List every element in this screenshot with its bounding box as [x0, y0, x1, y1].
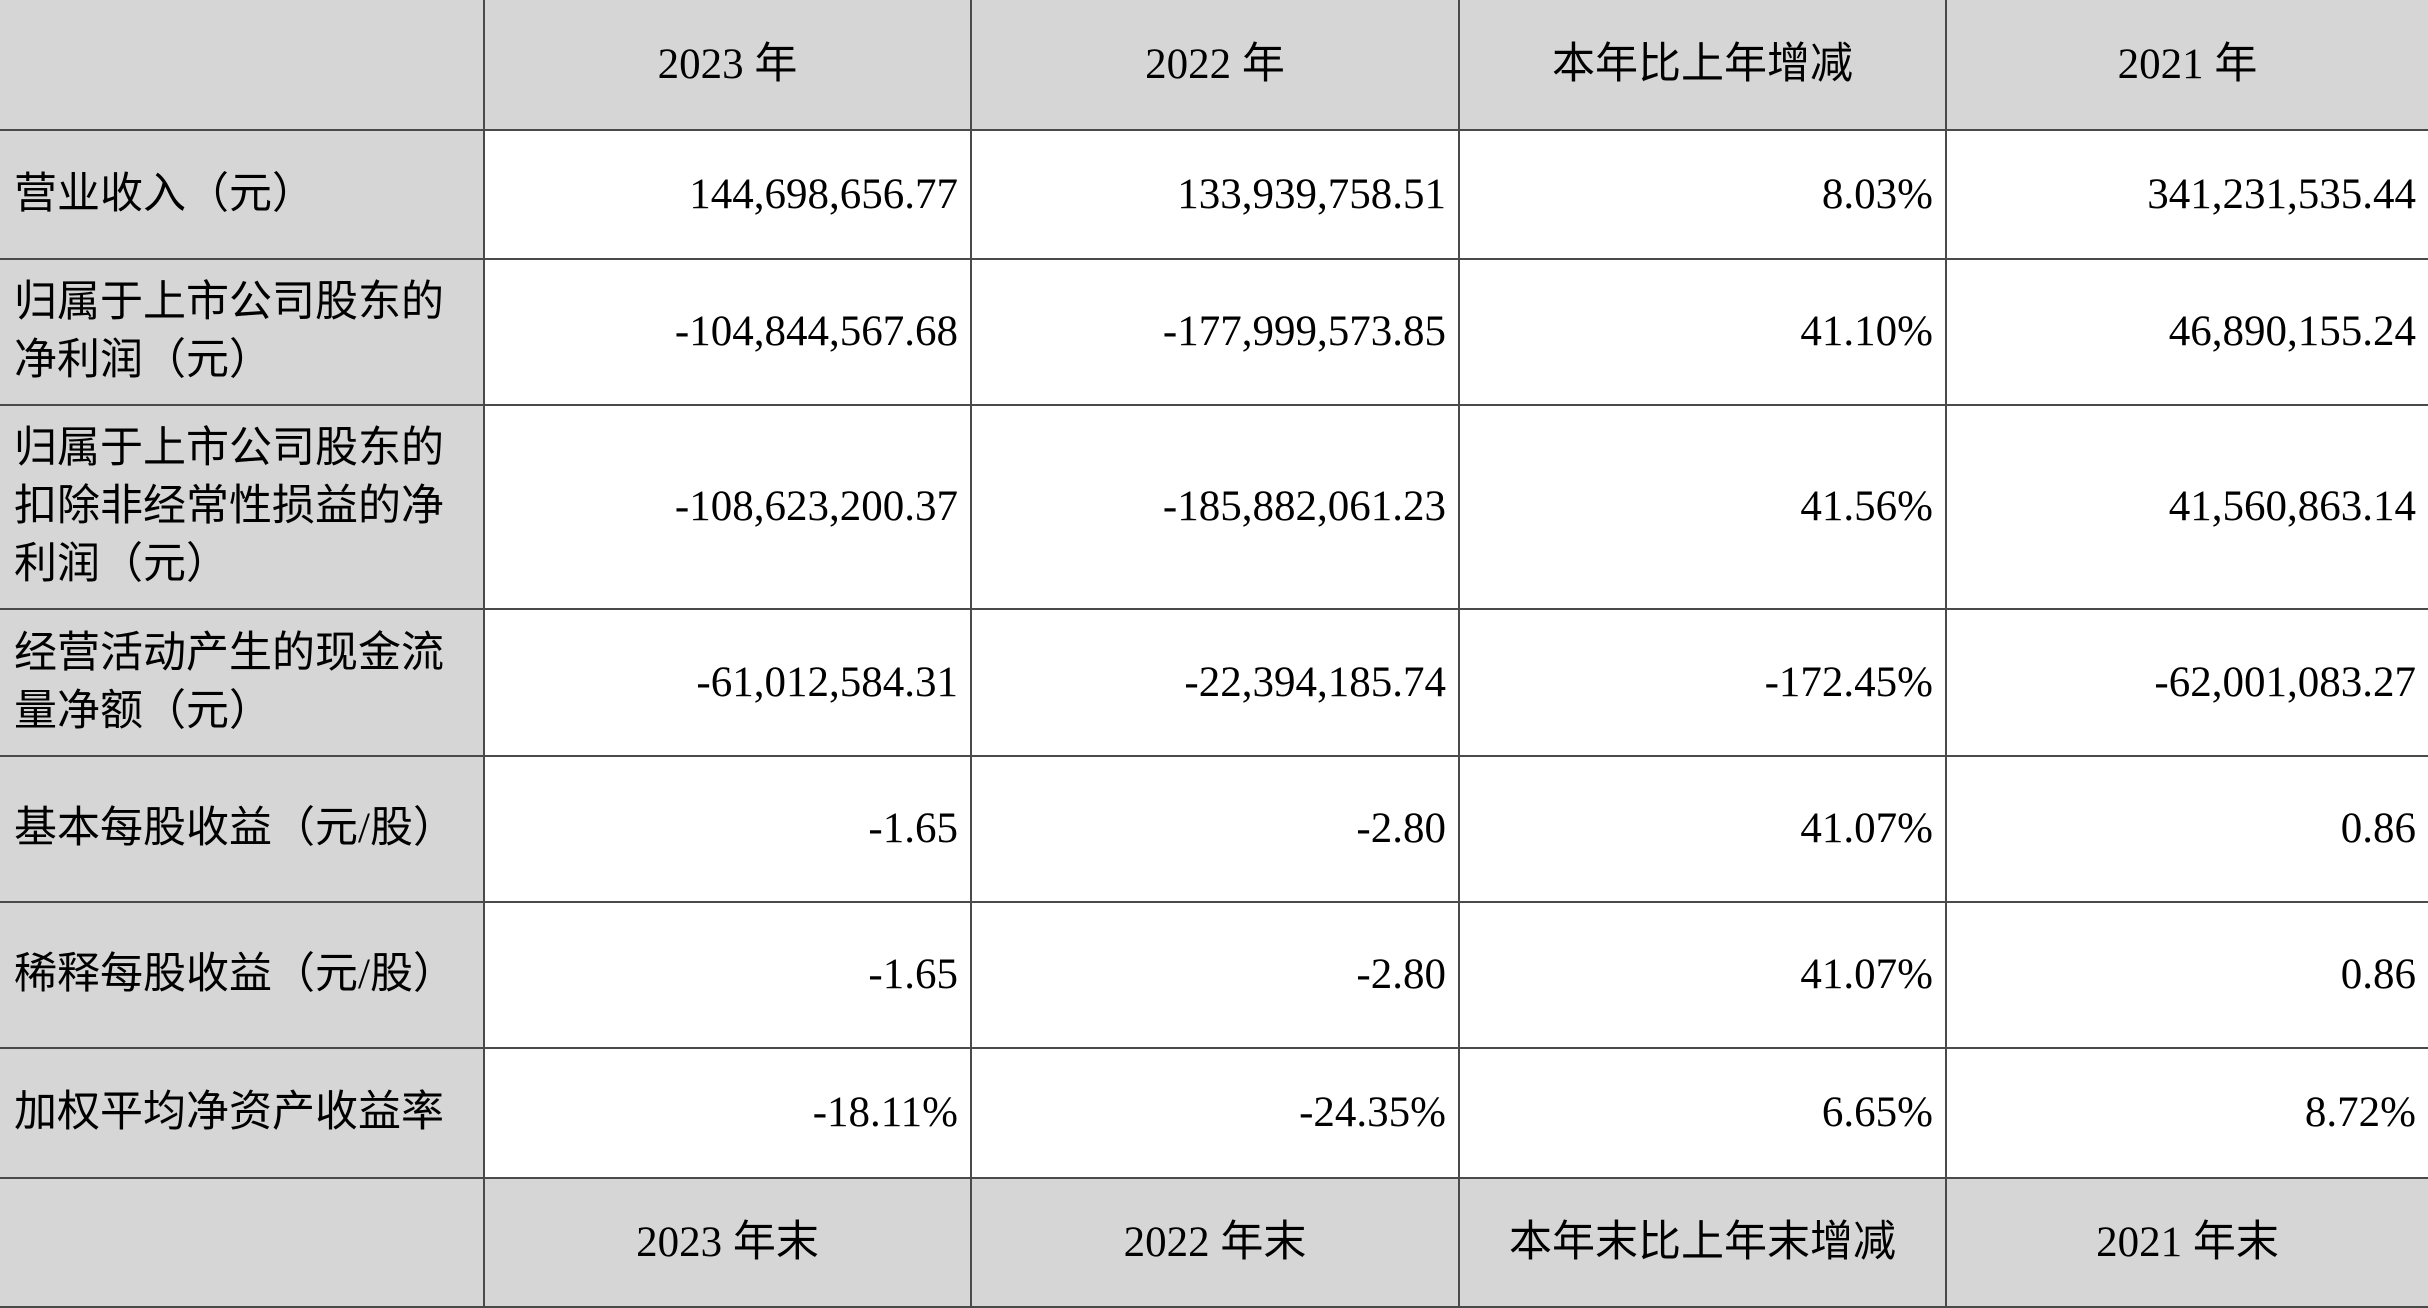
row-label-text: 基本每股收益（元/股） — [14, 805, 456, 852]
row-label-text: 经营活动产生的现金流量净额（元） — [14, 629, 444, 735]
value-cell-2022: -2.80 — [970, 755, 1460, 903]
value-cell-2021: 0.86 — [1945, 901, 2428, 1049]
value-cell-2021: -62,001,083.27 — [1945, 608, 2428, 757]
row-label: 基本每股收益（元/股） — [0, 755, 485, 903]
table-row: 基本每股收益（元/股） -1.65 -2.80 41.07% 0.86 — [0, 755, 2428, 903]
value-cell-2022: 133,939,758.51 — [970, 129, 1460, 260]
header-col-2022: 2022 年 — [970, 0, 1460, 131]
value-cell-change: -172.45% — [1458, 608, 1947, 757]
value-cell-change: 6.65% — [1458, 1047, 1947, 1179]
table-row: 归属于上市公司股东的净利润（元） -104,844,567.68 -177,99… — [0, 258, 2428, 406]
table-header-row: 2023 年 2022 年 本年比上年增减 2021 年 — [0, 0, 2428, 131]
row-label: 归属于上市公司股东的扣除非经常性损益的净利润（元） — [0, 404, 485, 610]
header-col-2023: 2023 年 — [483, 0, 972, 131]
value-cell-2021: 8.72% — [1945, 1047, 2428, 1179]
value-cell-2023: 144,698,656.77 — [483, 129, 972, 260]
value-cell-change: 41.07% — [1458, 755, 1947, 903]
table-footer-header-row: 2023 年末 2022 年末 本年末比上年末增减 2021 年末 — [0, 1177, 2428, 1308]
header-col-2021: 2021 年 — [1945, 0, 2428, 131]
row-label-text: 加权平均净资产收益率 — [14, 1089, 444, 1136]
value-cell-2022: -177,999,573.85 — [970, 258, 1460, 406]
row-label-text: 稀释每股收益（元/股） — [14, 951, 456, 998]
table-row: 归属于上市公司股东的扣除非经常性损益的净利润（元） -108,623,200.3… — [0, 404, 2428, 610]
footer-col-2022-end: 2022 年末 — [970, 1177, 1460, 1308]
row-label-text: 归属于上市公司股东的净利润（元） — [14, 279, 444, 384]
value-cell-change: 8.03% — [1458, 129, 1947, 260]
footer-corner-cell — [0, 1177, 485, 1308]
value-cell-2022: -2.80 — [970, 901, 1460, 1049]
value-cell-2023: -108,623,200.37 — [483, 404, 972, 610]
footer-col-2021-end: 2021 年末 — [1945, 1177, 2428, 1308]
value-cell-2022: -24.35% — [970, 1047, 1460, 1179]
footer-col-change: 本年末比上年末增减 — [1458, 1177, 1947, 1308]
value-cell-change: 41.07% — [1458, 901, 1947, 1049]
table-row: 稀释每股收益（元/股） -1.65 -2.80 41.07% 0.86 — [0, 901, 2428, 1049]
value-cell-2023: -104,844,567.68 — [483, 258, 972, 406]
value-cell-2023: -18.11% — [483, 1047, 972, 1179]
header-col-change: 本年比上年增减 — [1458, 0, 1947, 131]
value-cell-2021: 41,560,863.14 — [1945, 404, 2428, 610]
row-label: 加权平均净资产收益率 — [0, 1047, 485, 1179]
row-label: 经营活动产生的现金流量净额（元） — [0, 608, 485, 757]
value-cell-2022: -185,882,061.23 — [970, 404, 1460, 610]
value-cell-change: 41.10% — [1458, 258, 1947, 406]
value-cell-2023: -1.65 — [483, 755, 972, 903]
value-cell-2023: -1.65 — [483, 901, 972, 1049]
value-cell-2021: 341,231,535.44 — [1945, 129, 2428, 260]
value-cell-change: 41.56% — [1458, 404, 1947, 610]
row-label: 稀释每股收益（元/股） — [0, 901, 485, 1049]
row-label-text: 营业收入（元） — [14, 170, 315, 218]
value-cell-2023: -61,012,584.31 — [483, 608, 972, 757]
header-corner-cell — [0, 0, 485, 131]
table-row: 营业收入（元） 144,698,656.77 133,939,758.51 8.… — [0, 129, 2428, 260]
row-label: 营业收入（元） — [0, 129, 485, 260]
value-cell-2022: -22,394,185.74 — [970, 608, 1460, 757]
row-label-text: 归属于上市公司股东的扣除非经常性损益的净利润（元） — [14, 425, 444, 588]
footer-col-2023-end: 2023 年末 — [483, 1177, 972, 1308]
value-cell-2021: 0.86 — [1945, 755, 2428, 903]
table-row: 经营活动产生的现金流量净额（元） -61,012,584.31 -22,394,… — [0, 608, 2428, 757]
value-cell-2021: 46,890,155.24 — [1945, 258, 2428, 406]
row-label: 归属于上市公司股东的净利润（元） — [0, 258, 485, 406]
table-row: 加权平均净资产收益率 -18.11% -24.35% 6.65% 8.72% — [0, 1047, 2428, 1179]
